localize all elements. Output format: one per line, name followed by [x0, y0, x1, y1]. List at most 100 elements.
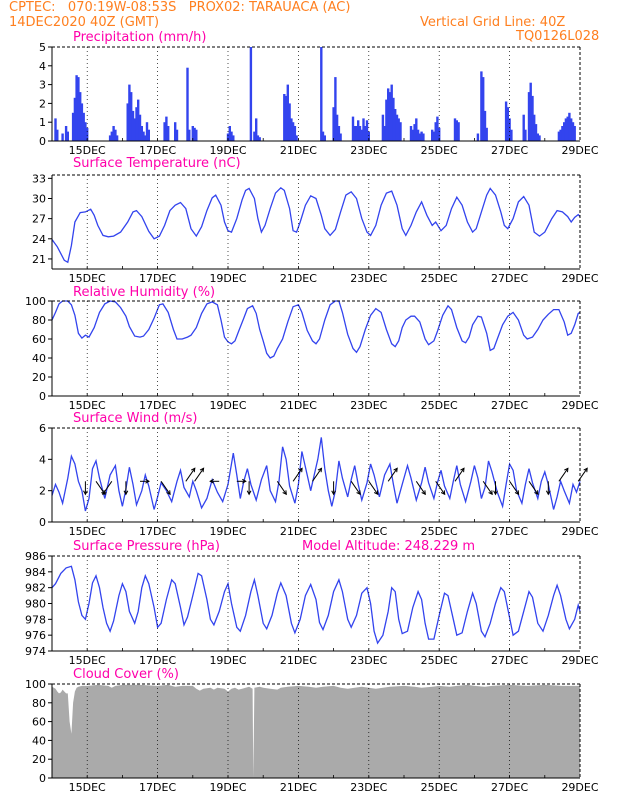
precip-bar [140, 126, 143, 141]
y-tick-label: 3 [39, 79, 46, 92]
x-tick-label: 15DEC [69, 399, 106, 412]
precip-bar [71, 112, 75, 141]
y-tick-label: 978 [25, 613, 46, 626]
precip-bar [561, 126, 564, 141]
x-tick-label: 29DEC [561, 272, 598, 285]
precip-bar [365, 120, 369, 141]
precip-bar [420, 131, 423, 141]
precip-bar [367, 131, 370, 141]
x-tick-label: 23DEC [350, 781, 387, 794]
series-line [51, 565, 581, 645]
wind-arrow [185, 468, 196, 482]
precip-bar [422, 133, 425, 141]
precip-bar [522, 114, 525, 141]
precip-bar [571, 122, 575, 141]
precip-bar [399, 122, 402, 141]
precip-bar [75, 75, 78, 141]
y-tick-label: 33 [32, 172, 46, 185]
x-tick-label: 29DEC [561, 525, 598, 538]
wind-arrow-head [317, 467, 323, 473]
x-tick-label: 23DEC [350, 272, 387, 285]
y-tick-label: 984 [25, 566, 46, 579]
precip-bar [174, 122, 177, 141]
precip-bar [144, 135, 147, 141]
y-tick-label: 5 [39, 41, 46, 54]
precip-bar [355, 126, 358, 141]
panel-5 [48, 555, 581, 652]
wind-arrow-head [421, 490, 426, 496]
precip-bar [163, 122, 166, 141]
x-tick-label: 17DEC [139, 144, 176, 157]
x-tick-label: 21DEC [280, 654, 317, 667]
precip-bar [573, 126, 576, 141]
y-tick-label: 100 [25, 678, 46, 691]
precip-bar [397, 118, 400, 141]
wind-arrow [454, 468, 465, 482]
precip-bar [387, 88, 390, 141]
wind-arrow-head [123, 490, 129, 496]
y-tick-label: 980 [25, 598, 46, 611]
header-code: TQ0126L028 [516, 29, 600, 44]
x-tick-label: 25DEC [421, 272, 458, 285]
wind-arrow [312, 468, 322, 482]
x-tick-label: 19DEC [209, 272, 246, 285]
precip-bar [256, 135, 260, 141]
x-tick-label: 27DEC [491, 272, 528, 285]
panel-2 [48, 174, 581, 270]
x-tick-label: 15DEC [69, 144, 106, 157]
precip-bar [455, 120, 458, 141]
panel-3 [48, 300, 581, 397]
wind-arrow-head [583, 467, 588, 473]
precip-bar [253, 131, 256, 141]
wind-arrow-head [373, 490, 379, 496]
precip-bar [506, 107, 509, 141]
precip-bar [323, 135, 326, 141]
precip-bar [131, 110, 135, 141]
precip-bar [337, 126, 341, 141]
wind-arrow [368, 481, 379, 495]
precip-bar [255, 118, 258, 141]
y-tick-label: 21 [32, 253, 46, 266]
x-tick-label: 19DEC [209, 781, 246, 794]
precip-bar [339, 133, 342, 141]
x-tick-label: 27DEC [491, 654, 528, 667]
precip-bar [538, 135, 541, 141]
precip-bar [115, 135, 119, 141]
x-tick-label: 17DEC [139, 781, 176, 794]
x-tick-label: 19DEC [209, 654, 246, 667]
x-tick-label: 21DEC [280, 781, 317, 794]
precip-bar [362, 118, 365, 141]
y-tick-label: 4 [39, 453, 46, 466]
x-tick-label: 29DEC [561, 144, 598, 157]
panel-6 [48, 683, 581, 779]
y-tick-label: 60 [32, 716, 46, 729]
wind-arrow [350, 481, 361, 495]
x-tick-label: 17DEC [139, 525, 176, 538]
precip-bar [82, 112, 85, 141]
precip-bar [79, 92, 82, 141]
precip-bar [293, 126, 297, 141]
y-tick-label: 986 [25, 550, 46, 563]
panel-1 [48, 46, 581, 142]
wind-arrow-head [246, 490, 252, 496]
wind-arrow-head [331, 490, 336, 496]
x-tick-label: 15DEC [69, 654, 106, 667]
y-tick-label: 20 [32, 753, 46, 766]
y-tick-label: 24 [32, 233, 46, 246]
wind-arrow [276, 481, 287, 495]
precip-bar [457, 122, 460, 141]
wind-arrow-head [145, 478, 151, 484]
series-line [51, 437, 581, 512]
x-tick-label: 27DEC [491, 399, 528, 412]
series-line [51, 186, 581, 264]
precip-bar [334, 77, 337, 141]
y-tick-label: 100 [25, 295, 46, 308]
precip-bar [77, 77, 80, 141]
precip-bar [533, 114, 536, 141]
precip-bar [566, 116, 569, 141]
wind-arrow-head [545, 490, 551, 496]
precip-bar [436, 116, 439, 141]
precip-bar [431, 129, 434, 141]
precip-bar [432, 131, 436, 141]
precip-bar [126, 103, 129, 141]
